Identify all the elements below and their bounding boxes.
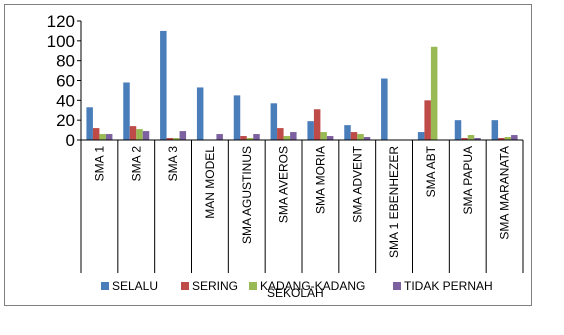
legend-label: KADANG-KADANG [260, 279, 365, 293]
bar-tidak-pernah [474, 138, 481, 140]
category-label: SMA MORIA [313, 146, 327, 214]
bar-selalu [491, 120, 499, 140]
y-tick-label: 80 [56, 52, 75, 71]
bar-selalu [196, 87, 204, 140]
bar-sering [166, 138, 174, 140]
y-tick-label: 20 [56, 111, 75, 130]
bars-group [86, 30, 518, 141]
bar-kadang-kadang [320, 132, 327, 140]
bar-selalu [86, 107, 93, 140]
category-label: MAN MODEL [203, 146, 217, 219]
bar-sering [424, 100, 431, 140]
bar-kadang-kadang [283, 136, 291, 140]
chart-frame: 0 20 40 60 80 100 120 SMA 1 SMA 2 SMA 3 MAN MODEL… [4, 4, 532, 306]
bar-kadang-kadang [430, 46, 438, 140]
bar-sering [498, 138, 505, 140]
category-label: SMA ABT [424, 145, 438, 197]
x-axis: SMA 1 SMA 2 SMA 3 MAN MODEL SMA AGUSTINUS SMA… [80, 139, 524, 273]
legend-swatch [393, 282, 401, 290]
bar-tidak-pernah [216, 134, 223, 140]
legend-swatch [101, 282, 109, 290]
legend-label: SERING [192, 279, 238, 293]
bar-kadang-kadang [467, 135, 475, 140]
legend-swatch [249, 282, 257, 290]
bar-kadang-kadang [504, 137, 512, 140]
bar-tidak-pernah [511, 135, 518, 140]
legend-label: SELALU [112, 279, 158, 293]
y-tick-label: 40 [56, 91, 75, 110]
category-label: SMA 1 EBENHEZER [387, 146, 401, 258]
legend-label: TIDAK PERNAH [404, 279, 493, 293]
bar-selalu [381, 78, 388, 140]
legend-swatch [181, 282, 189, 290]
category-label: SMA AVEROS [277, 146, 291, 223]
x-axis-title: SEKOLAH [267, 286, 324, 300]
category-label: SMA 2 [129, 146, 143, 182]
bar-sering [129, 126, 137, 140]
bar-tidak-pernah [142, 131, 150, 140]
bar-tidak-pernah [290, 132, 297, 140]
bar-sering [350, 132, 358, 140]
bar-selalu [454, 120, 462, 140]
bar-kadang-kadang [173, 138, 180, 140]
bar-tidak-pernah [253, 134, 260, 140]
y-tick-label: 120 [47, 12, 75, 31]
bar-kadang-kadang [136, 129, 143, 140]
bar-tidak-pernah [179, 131, 187, 140]
bar-selalu [417, 132, 425, 140]
bar-selalu [270, 103, 278, 140]
category-label: SMA ADVENT [350, 145, 364, 222]
legend: SELALU SERING KADANG-KADANG TIDAK PERNAH [101, 279, 493, 293]
bar-kadang-kadang [357, 134, 364, 140]
category-label: SMA 3 [166, 146, 180, 182]
category-label: SMA MARANATA [498, 146, 512, 240]
bar-tidak-pernah [363, 137, 371, 140]
category-label: SMA PAPUA [461, 146, 475, 214]
bar-sering [277, 128, 284, 140]
category-label: SMA AGUSTINUS [240, 146, 254, 244]
bar-sering [92, 128, 100, 140]
bar-sering [240, 136, 247, 140]
bar-tidak-pernah [105, 134, 113, 140]
bar-tidak-pernah [326, 136, 334, 140]
category-label: SMA 1 [92, 146, 106, 182]
bar-selalu [344, 125, 351, 140]
bar-sering [461, 138, 468, 140]
bar-selalu [123, 82, 130, 140]
y-tick-label: 0 [66, 131, 75, 150]
bar-selalu [307, 121, 314, 140]
bar-selalu [233, 95, 241, 140]
bar-selalu [160, 30, 167, 141]
y-tick-label: 60 [56, 72, 75, 91]
bar-sering [313, 109, 321, 140]
y-tick-label: 100 [47, 32, 75, 51]
bar-kadang-kadang [99, 134, 106, 140]
bar-kadang-kadang [246, 138, 254, 140]
